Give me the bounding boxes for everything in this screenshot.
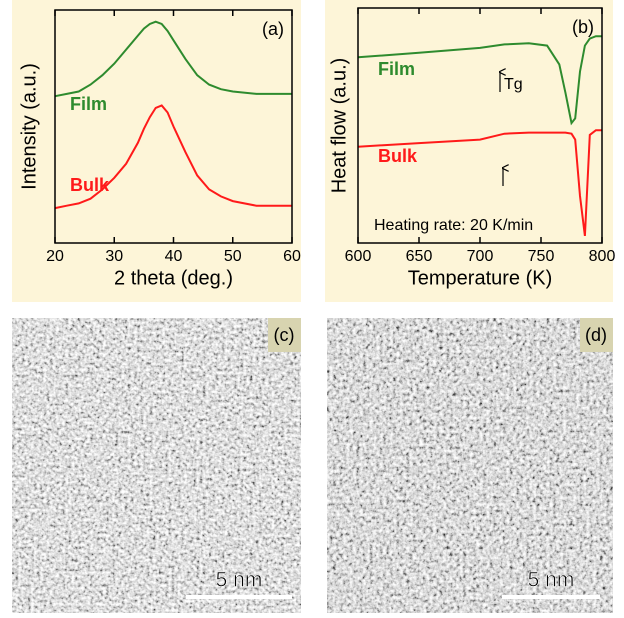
x-tick-label: 20 <box>46 248 64 265</box>
x-tick-label: 700 <box>467 248 494 265</box>
x-tick-label: 40 <box>165 248 183 265</box>
tem-texture <box>327 318 613 613</box>
x-tick-label: 800 <box>589 248 616 265</box>
annotation: Tg <box>504 76 523 93</box>
series-label: Bulk <box>70 175 110 195</box>
scale-label: 5 nm <box>216 569 263 592</box>
x-tick-label: 650 <box>406 248 433 265</box>
label-box <box>580 318 613 352</box>
tem-texture <box>12 318 301 613</box>
data-line <box>357 129 602 237</box>
panel-label: (a) <box>262 19 284 39</box>
series-label: Film <box>378 59 415 79</box>
panel-label: (b) <box>572 17 594 37</box>
x-tick-label: 30 <box>105 248 123 265</box>
data-line <box>357 35 602 126</box>
series-label: Film <box>70 94 107 114</box>
panel-label: (c) <box>274 325 295 345</box>
tem-image: (c) 5 nm <box>12 318 301 613</box>
y-axis-label: Heat flow (a.u.) <box>328 58 350 194</box>
x-tick-label: 50 <box>224 248 242 265</box>
panel-bg <box>12 0 301 302</box>
data-line <box>54 104 292 210</box>
x-axis-label: 2 theta (deg.) <box>114 267 233 289</box>
series-label: Bulk <box>378 146 418 166</box>
panel-bg <box>325 0 613 302</box>
annotation: Heating rate: 20 K/min <box>374 217 533 234</box>
x-tick-label: 750 <box>528 248 555 265</box>
label-box <box>268 318 301 352</box>
scale-label: 5 nm <box>528 569 575 592</box>
data-line <box>54 20 292 98</box>
panel-label: (d) <box>585 325 607 345</box>
y-axis-label: Intensity (a.u.) <box>18 63 40 190</box>
tem-image: (d) 5 nm <box>327 318 613 613</box>
x-tick-label: 60 <box>283 248 301 265</box>
x-axis-label: Temperature (K) <box>408 267 553 289</box>
x-tick-label: 600 <box>345 248 372 265</box>
